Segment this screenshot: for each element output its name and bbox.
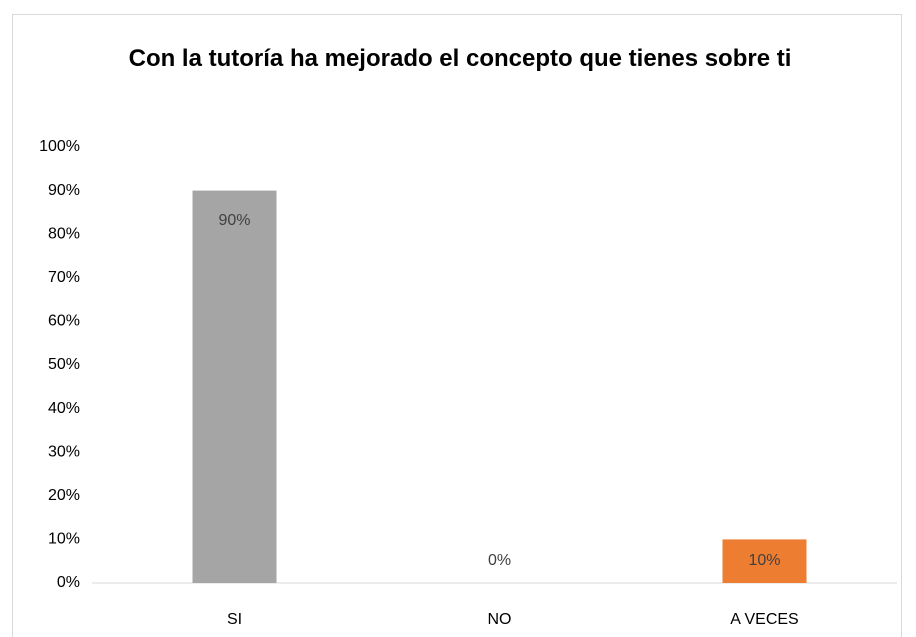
data-label: 90% [218,212,250,229]
chart-title: Con la tutoría ha mejorado el concepto q… [128,45,792,72]
y-tick-label: 50% [48,356,80,373]
y-tick-label: 40% [48,400,80,417]
chart-border [12,14,902,637]
x-tick-label: A VECES [730,611,798,628]
x-tick-label: NO [488,611,512,628]
y-tick-label: 90% [48,182,80,199]
y-tick-label: 20% [48,487,80,504]
y-tick-label: 60% [48,313,80,330]
y-tick-label: 10% [48,531,80,548]
bar [722,539,807,583]
x-tick-label: SI [227,611,242,628]
data-label: 10% [748,552,780,569]
y-tick-label: 100% [39,138,80,155]
y-tick-label: 0% [57,574,80,591]
data-label: 0% [488,552,511,569]
bar [192,190,277,583]
y-tick-label: 30% [48,443,80,460]
y-tick-label: 70% [48,269,80,286]
y-tick-label: 80% [48,225,80,242]
